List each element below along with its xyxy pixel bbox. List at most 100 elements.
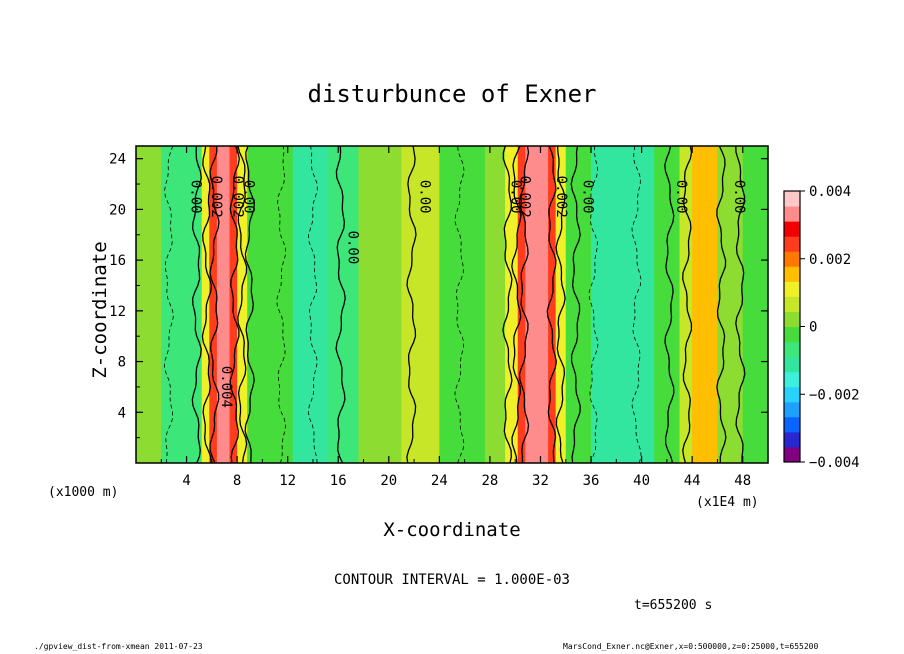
y-tick-label-4: 4 [118,405,126,421]
field-band-10 [358,146,403,463]
contour-line-13 [511,145,522,464]
contour-label-10: 0.00 [579,180,595,214]
x-tick-label-40: 40 [633,473,650,489]
field-band-13 [484,146,506,463]
contour-label-7: 0.00 [507,180,523,214]
field-band-23 [692,146,719,463]
contour-line-23 [735,145,746,463]
field-band-19 [565,146,592,463]
contour-line-9 [335,145,346,464]
field-band-22 [679,146,693,463]
colorbar-label-2: 0 [809,320,817,336]
colorbar-segment-14 [784,236,800,252]
field-band-7 [247,146,294,463]
colorbar-label-0: 0.004 [809,184,851,200]
colorbar-label-4: −0.004 [809,455,860,471]
y-tick-label-8: 8 [118,355,126,371]
contour-line-12 [502,145,513,464]
x-tick-label-4: 4 [182,473,190,489]
x-tick-label-44: 44 [684,473,701,489]
field-band-15 [517,146,526,463]
contour-lines [163,145,746,464]
colorbar-segment-16 [784,206,800,222]
contour-line-18 [588,145,599,464]
contour-interval: CONTOUR INTERVAL = 1.000E-03 [334,572,570,588]
y-tick-label-12: 12 [109,304,126,320]
contour-label-0: 0.00 [188,180,204,214]
colorbar-segment-0 [784,446,800,463]
contour-line-0 [191,145,202,464]
contour-line-1 [201,145,213,464]
contour-line-6 [163,145,174,464]
field-band-14 [505,146,519,463]
colorbar-label-1: 0.002 [809,252,851,268]
contour-line-4 [237,145,248,464]
plot-frame [135,145,769,464]
contour-line-2 [209,146,220,464]
x-axis-label: X-coordinate [383,519,520,541]
contour-line-22 [716,145,727,463]
colorbar-segment-8 [784,326,800,343]
colorbar-segment-11 [784,281,800,297]
field-band-18 [555,146,567,463]
contour-label-5: 0.00 [344,231,360,265]
field-band-20 [591,146,655,463]
contour-line-16 [555,145,566,464]
contour-line-21 [682,145,693,464]
colorbar-segment-17 [784,191,800,207]
chart-title: disturbunce of Exner [308,80,597,108]
colorbar-segment-15 [784,221,800,237]
colorbar-segment-3 [784,401,800,418]
contour-label-3: 0.00 [241,180,257,214]
colorbar-label-3: −0.002 [809,387,860,403]
time-label: t=655200 s [634,598,712,613]
x-tick-label-28: 28 [481,473,498,489]
contour-line-17 [570,145,581,464]
footer-right: MarsCond_Exner.nc@Exner,x=0:500000,z=0:2… [563,642,819,651]
contour-line-3 [229,145,240,464]
x-tick-label-48: 48 [734,473,751,489]
x-tick-label-16: 16 [330,473,347,489]
field-band-16 [525,146,549,463]
colorbar-segment-2 [784,416,800,433]
contour-label-2: 0.002 [229,176,245,218]
x-tick-label-8: 8 [233,473,241,489]
colorbar-segment-13 [784,251,800,267]
colorbar-segment-5 [784,371,800,388]
x-tick-label-24: 24 [431,473,448,489]
contour-label-12: 0.00 [731,180,747,214]
x-tick-label-36: 36 [583,473,600,489]
field-band-21 [654,146,681,463]
contour-label-1: 0.002 [208,176,224,218]
contour-line-20 [664,145,675,464]
y-tick-label-20: 20 [109,202,126,218]
field-band-0 [136,146,162,463]
field-band-6 [237,146,248,463]
contour-label-9: 0.002 [553,176,569,218]
y-tick-label-16: 16 [109,253,126,269]
contour-line-8 [307,145,318,464]
field-band-4 [216,146,231,463]
colorbar-segment-4 [784,386,800,403]
contour-line-15 [546,145,557,464]
x-unit-label: (x1E4 m) [696,495,759,510]
colorbar-segment-9 [784,311,800,327]
contour-line-5 [244,145,255,464]
x-tick-label-32: 32 [532,473,549,489]
contour-line-11 [454,145,465,464]
z-unit-label: (x1000 m) [48,485,118,500]
contour-label-6: 0.00 [416,180,432,214]
colorbar-segment-10 [784,296,800,312]
colorbar-segment-6 [784,356,800,373]
field-band-11 [401,146,440,463]
field-band-3 [209,146,218,463]
colorbar-segment-7 [784,341,800,358]
contour-label-11: 0.00 [673,180,689,214]
field-band-25 [742,146,769,463]
contour-label-8: 0.002 [516,176,532,218]
field-band-2 [201,146,210,463]
x-tick-label-20: 20 [380,473,397,489]
